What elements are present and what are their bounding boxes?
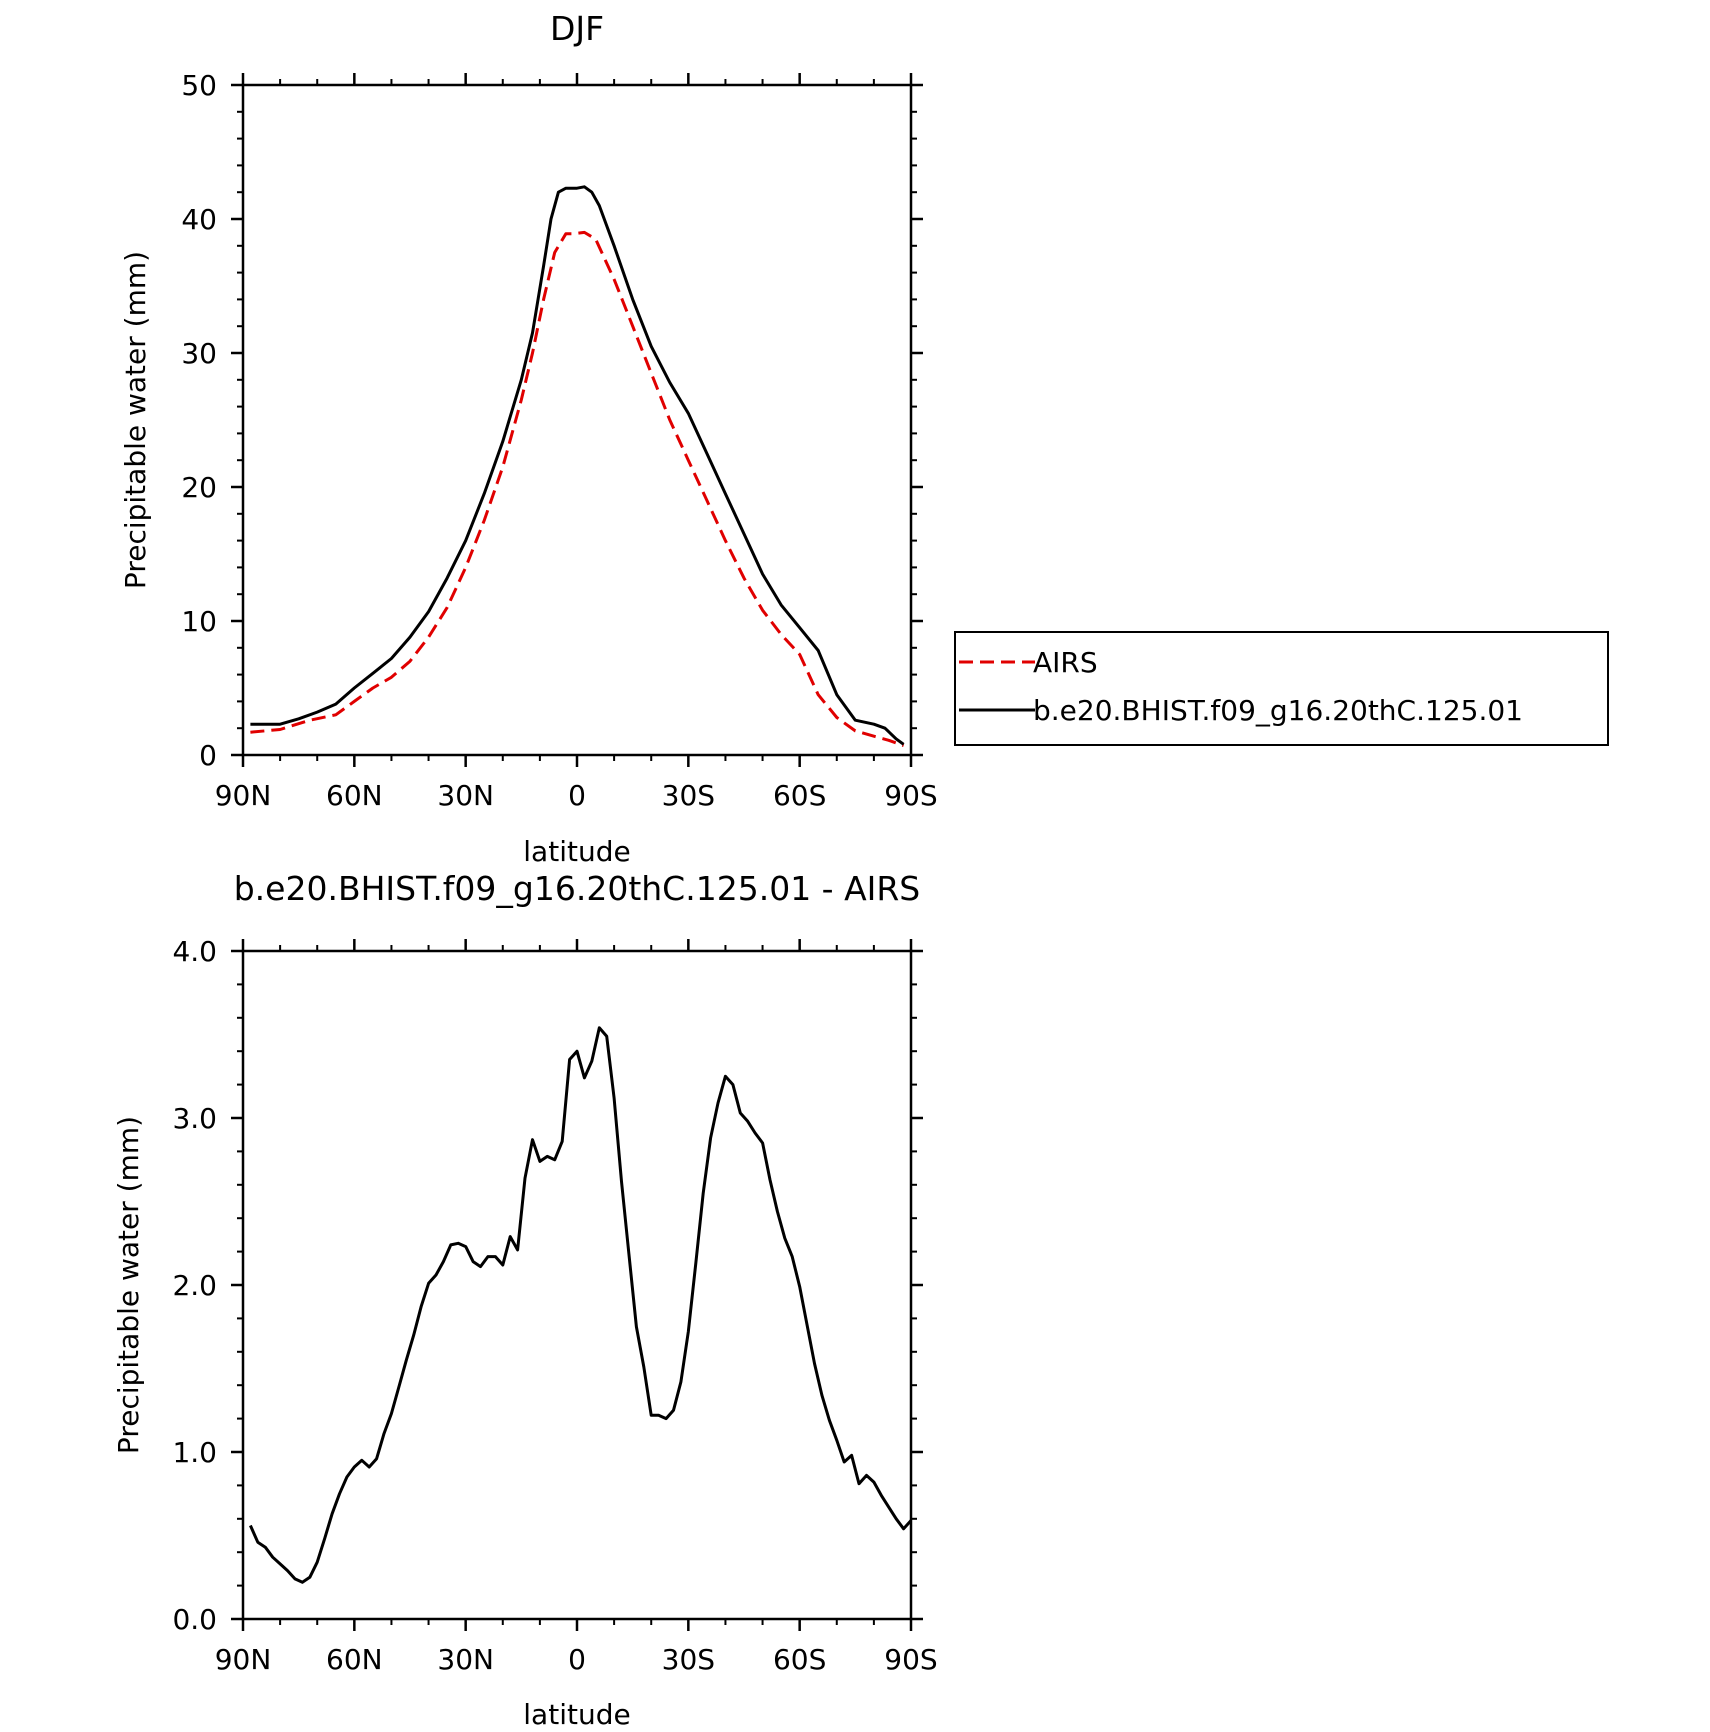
legend: AIRS b.e20.BHIST.f09_g16.20thC.125.01	[954, 631, 1609, 746]
y-tick-label: 50	[181, 69, 217, 102]
x-axis-title: latitude	[523, 835, 630, 868]
y-tick-label: 3.0	[172, 1102, 217, 1135]
y-tick-label: 10	[181, 605, 217, 638]
plot-frame	[241, 83, 913, 757]
x-tick-label: 30S	[662, 1643, 715, 1676]
chart-title: DJF	[550, 9, 604, 48]
y-tick-label: 2.0	[172, 1269, 217, 1302]
x-tick-label: 0	[568, 1643, 586, 1676]
y-tick-label: 1.0	[172, 1436, 217, 1469]
x-tick-label: 0	[568, 779, 586, 812]
x-tick-label: 90N	[215, 779, 272, 812]
x-tick-label: 60S	[773, 779, 826, 812]
chart-panel-1: DJF 90N 60N 30N 0 30S 60S 90S 0 10 20 30 40 50 latitud…	[119, 9, 1609, 868]
x-tick-label: 60N	[326, 1643, 383, 1676]
series-line-1	[250, 230, 905, 748]
x-tick-label: 60N	[326, 779, 383, 812]
y-tick-label: 30	[181, 337, 217, 370]
y-tick-label: 20	[181, 471, 217, 504]
y-axis-title: Precipitable water (mm)	[112, 1116, 145, 1454]
chart-title: b.e20.BHIST.f09_g16.20thC.125.01 - AIRS	[234, 869, 921, 908]
series-line-2	[250, 185, 905, 746]
y-tick-label: 4.0	[172, 935, 217, 968]
x-tick-label: 30N	[437, 779, 494, 812]
x-axis-title: latitude	[523, 1698, 630, 1728]
x-tick-label: 90N	[215, 1643, 272, 1676]
x-tick-label: 60S	[773, 1643, 826, 1676]
y-tick-label: 0	[199, 739, 217, 772]
chart-panel-2: b.e20.BHIST.f09_g16.20thC.125.01 - AIRS 9…	[112, 869, 938, 1731]
x-tick-label: 90S	[884, 779, 937, 812]
y-tick-label: 40	[181, 203, 217, 236]
y-axis-title: Precipitable water (mm)	[119, 251, 152, 589]
y-tick-label: 0.0	[172, 1603, 217, 1636]
legend-box	[954, 631, 1609, 746]
series-line-1	[249, 1026, 911, 1584]
x-tick-label: 30S	[662, 779, 715, 812]
legend-label: AIRS	[1033, 646, 1098, 679]
x-tick-label: 90S	[884, 1643, 937, 1676]
legend-label: b.e20.BHIST.f09_g16.20thC.125.01	[1033, 694, 1523, 727]
x-tick-label: 30N	[437, 1643, 494, 1676]
